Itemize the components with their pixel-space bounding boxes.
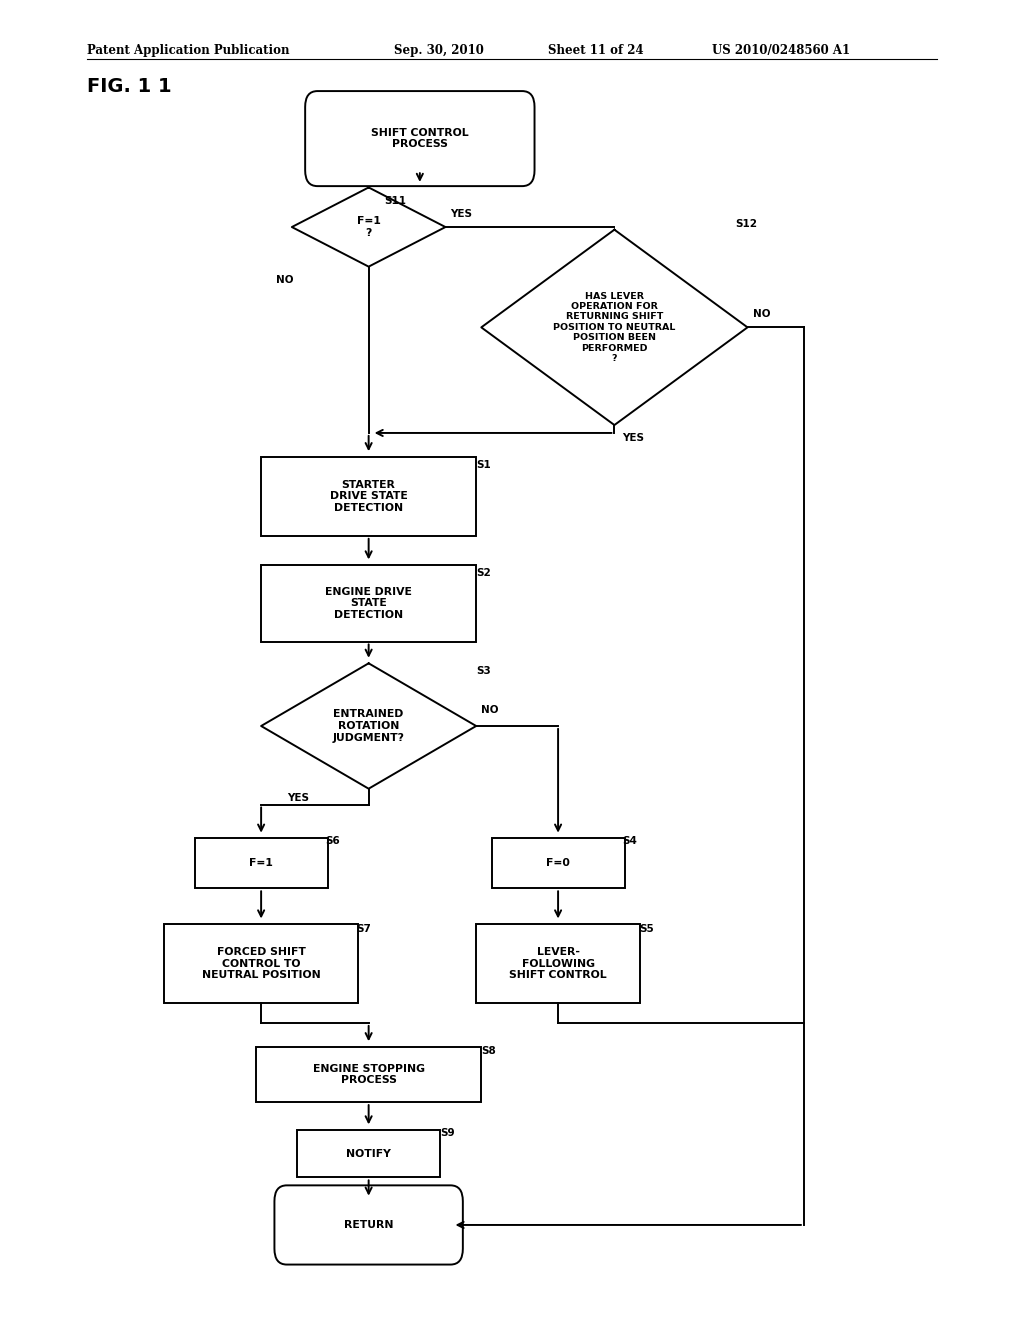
- Text: Patent Application Publication: Patent Application Publication: [87, 44, 290, 57]
- Bar: [476, 924, 640, 1003]
- FancyBboxPatch shape: [305, 91, 535, 186]
- Text: FIG. 1 1: FIG. 1 1: [87, 77, 172, 95]
- Bar: [261, 457, 476, 536]
- Text: STARTER
DRIVE STATE
DETECTION: STARTER DRIVE STATE DETECTION: [330, 479, 408, 513]
- Text: F=1
?: F=1 ?: [356, 216, 381, 238]
- Text: S11: S11: [384, 195, 406, 206]
- Text: FORCED SHIFT
CONTROL TO
NEUTRAL POSITION: FORCED SHIFT CONTROL TO NEUTRAL POSITION: [202, 946, 321, 981]
- Bar: [261, 565, 476, 642]
- Bar: [195, 838, 328, 888]
- Polygon shape: [292, 187, 445, 267]
- Text: ENTRAINED
ROTATION
JUDGMENT?: ENTRAINED ROTATION JUDGMENT?: [333, 709, 404, 743]
- Text: NO: NO: [276, 275, 294, 285]
- Text: S1: S1: [476, 459, 490, 470]
- Text: Sheet 11 of 24: Sheet 11 of 24: [548, 44, 643, 57]
- Text: US 2010/0248560 A1: US 2010/0248560 A1: [712, 44, 850, 57]
- Bar: [492, 838, 625, 888]
- Text: S8: S8: [481, 1045, 496, 1056]
- Text: LEVER-
FOLLOWING
SHIFT CONTROL: LEVER- FOLLOWING SHIFT CONTROL: [509, 946, 607, 981]
- Text: S5: S5: [639, 924, 653, 935]
- Text: S6: S6: [326, 836, 340, 846]
- Text: YES: YES: [451, 209, 472, 219]
- Text: ENGINE STOPPING
PROCESS: ENGINE STOPPING PROCESS: [312, 1064, 425, 1085]
- Text: YES: YES: [623, 433, 644, 444]
- Text: S9: S9: [440, 1127, 455, 1138]
- Text: SHIFT CONTROL
PROCESS: SHIFT CONTROL PROCESS: [371, 128, 469, 149]
- Text: ENGINE DRIVE
STATE
DETECTION: ENGINE DRIVE STATE DETECTION: [326, 586, 412, 620]
- Text: RETURN: RETURN: [344, 1220, 393, 1230]
- Polygon shape: [261, 663, 476, 788]
- Text: F=1: F=1: [249, 858, 273, 869]
- FancyBboxPatch shape: [274, 1185, 463, 1265]
- Bar: [256, 1047, 481, 1102]
- Polygon shape: [481, 230, 748, 425]
- Text: S12: S12: [735, 219, 757, 230]
- Text: YES: YES: [287, 793, 308, 803]
- Text: S2: S2: [476, 568, 490, 578]
- Text: NO: NO: [481, 705, 499, 715]
- Bar: [164, 924, 358, 1003]
- Bar: [297, 1130, 440, 1177]
- Text: F=0: F=0: [546, 858, 570, 869]
- Text: Sep. 30, 2010: Sep. 30, 2010: [394, 44, 484, 57]
- Text: NOTIFY: NOTIFY: [346, 1148, 391, 1159]
- Text: S3: S3: [476, 665, 490, 676]
- Text: NO: NO: [753, 309, 770, 319]
- Text: HAS LEVER
OPERATION FOR
RETURNING SHIFT
POSITION TO NEUTRAL
POSITION BEEN
PERFOR: HAS LEVER OPERATION FOR RETURNING SHIFT …: [553, 292, 676, 363]
- Text: S4: S4: [623, 836, 638, 846]
- Text: S7: S7: [356, 924, 372, 935]
